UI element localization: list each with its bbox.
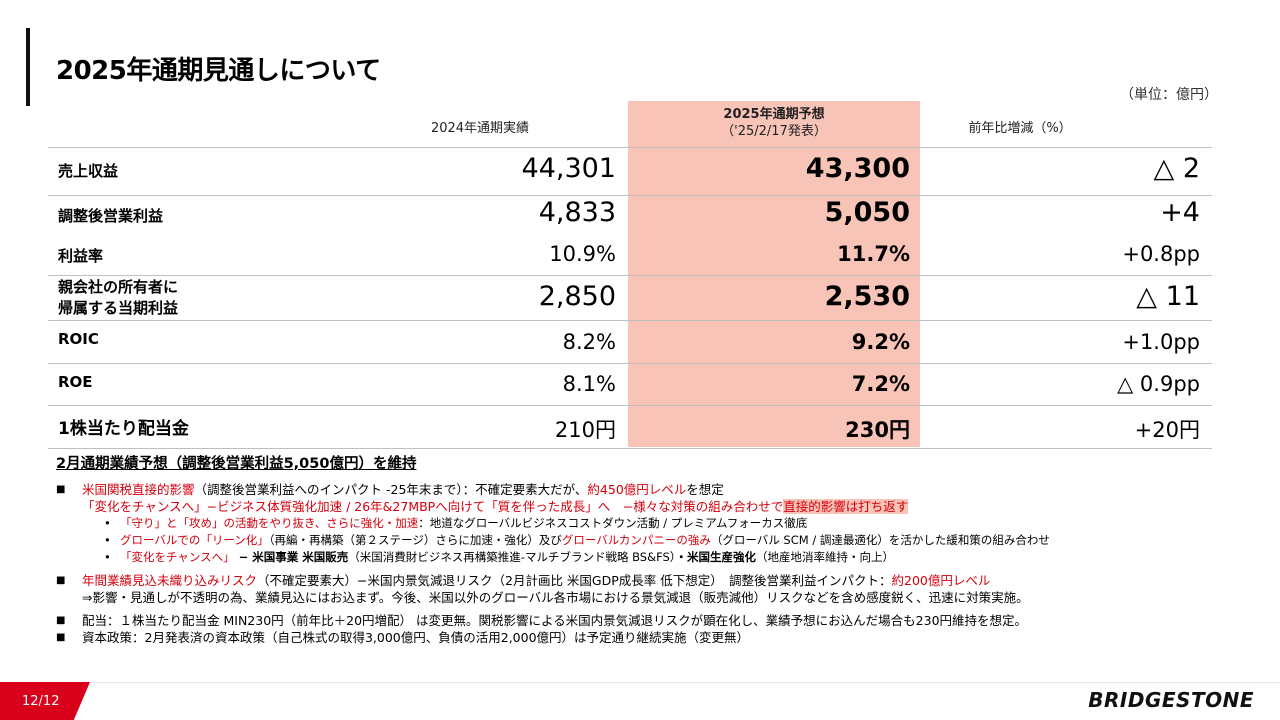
sub2-red2: グローバルカンパニーの強み: [561, 533, 711, 547]
sub1-red: 「守り」と「攻め」の活動をやり抜き、さらに強化・加速: [120, 516, 419, 530]
header-2025-forecast: 2025年通期予想 （'25/2/17発表）: [628, 106, 920, 140]
square-bullet-icon: ■: [56, 484, 66, 495]
note-dividend-text: 配当：１株当たり配当金 MIN230円（前年比＋20円増配） は変更無。関税影響…: [82, 613, 1028, 628]
table-divider: [48, 363, 1212, 364]
roic-2025: 9.2%: [851, 330, 910, 354]
row-label-net-income: 親会社の所有者に 帰属する当期利益: [58, 277, 178, 319]
note-tariff-strategy: 「変化をチャンスへ」−ビジネス体質強化加速 / 26年&27MBPへ向けて「質を…: [56, 498, 1236, 515]
net-income-2024: 2,850: [538, 281, 616, 312]
sub2-text2: （グローバル SCM / 調達最適化）を活かした緩和策の組み合わせ: [710, 533, 1050, 547]
notes-heading: 2月通期業績予想（調整後営業利益5,050億円）を維持: [56, 456, 417, 472]
sub2-text: （再編・再構築（第２ステージ）さらに加速・強化）及び: [268, 533, 562, 547]
row-label-roic: ROIC: [58, 330, 99, 348]
dot-bullet-icon: •: [104, 516, 111, 530]
row-label-net-income-line2: 帰属する当期利益: [58, 299, 179, 317]
note-unincorporated-risk: ■ 年間業績見込未織り込みリスク（不確定要素大）−米国内景気減退リスク（2月計画…: [56, 572, 1236, 589]
note-capital-policy: ■ 資本政策：2月発表済の資本政策（自己株式の取得3,000億円、負債の活用2,…: [56, 629, 1236, 646]
table-divider: [48, 195, 1212, 196]
net-income-change: △ 11: [1136, 281, 1200, 312]
page-title: 2025年通期見通しについて: [56, 56, 381, 86]
row-label-margin: 利益率: [58, 247, 104, 265]
sub2-red: グローバルでの「リーン化」: [120, 533, 269, 547]
note-risk-text: （不確定要素大）−米国内景気減退リスク（2月計画比 米国GDP成長率 低下想定）…: [257, 573, 892, 588]
square-bullet-icon: ■: [56, 575, 66, 586]
roe-2024: 8.1%: [562, 372, 616, 396]
forecast-column-highlight: [628, 101, 920, 447]
note-tariff-impact: ■ 米国関税直接的影響（調整後営業利益へのインパクト -25年末まで）：不確定要…: [56, 481, 1236, 498]
sub-bullet-us-business: • 「変化をチャンスへ」 − 米国事業 米国販売（米国消費財ビジネス再構築推進-…: [56, 549, 1236, 566]
note-strategy-text: 「変化をチャンスへ」−ビジネス体質強化加速 / 26年&27MBPへ向けて「質を…: [82, 499, 784, 514]
page-number: 12/12: [0, 682, 90, 720]
bridgestone-logo: BRIDGESTONE: [1088, 688, 1254, 712]
dot-bullet-icon: •: [104, 533, 111, 547]
note-risk-amount: 約200億円レベル: [891, 573, 991, 588]
header-2025-forecast-sub: （'25/2/17発表）: [721, 124, 827, 139]
note-risk-line2: ⇒影響・見通しが不透明の為、業績見込にはお込まず。今後、米国以外のグローバル各市…: [82, 590, 1029, 605]
header-yoy-change: 前年比増減（%）: [968, 121, 1072, 136]
row-label-roe: ROE: [58, 373, 93, 391]
sub3-text: − 米国事業 米国販売: [234, 550, 349, 564]
roic-2024: 8.2%: [562, 330, 616, 354]
table-divider: [48, 320, 1212, 321]
note-tariff-amount: 約450億円レベル: [587, 482, 687, 497]
revenue-2025: 43,300: [805, 153, 910, 184]
sub3-text2: （米国消費財ビジネス再構築推進-マルチブランド戦略 BS&FS）: [348, 550, 676, 564]
header-2024-actual: 2024年通期実績: [430, 121, 530, 136]
dividend-2025: 230円: [845, 418, 910, 442]
table-divider: [48, 448, 1212, 449]
row-label-revenue: 売上収益: [58, 162, 119, 180]
margin-2025: 11.7%: [837, 242, 910, 266]
margin-2024: 10.9%: [549, 242, 616, 266]
note-tariff-text: （調整後営業利益へのインパクト -25年末まで）：不確定要素大だが、: [194, 482, 588, 497]
sub3-text4: （地産地消率維持・向上）: [756, 550, 895, 564]
note-strategy-highlight: 直接的影響は打ち返す: [783, 499, 909, 514]
dividend-change: +20円: [1134, 418, 1200, 442]
notes-section: 2月通期業績予想（調整後営業利益5,050億円）を維持 ■ 米国関税直接的影響（…: [56, 456, 1236, 646]
table-divider: [48, 275, 1212, 276]
note-dividend: ■ 配当：１株当たり配当金 MIN230円（前年比＋20円増配） は変更無。関税…: [56, 612, 1236, 629]
square-bullet-icon: ■: [56, 615, 66, 626]
note-tariff-text2: を想定: [686, 482, 724, 497]
aop-2024: 4,833: [538, 197, 616, 228]
margin-change: +0.8pp: [1122, 242, 1200, 266]
dividend-2024: 210円: [554, 418, 616, 442]
row-label-dividend: 1株当たり配当金: [58, 419, 189, 439]
row-label-net-income-line1: 親会社の所有者に: [58, 278, 179, 296]
note-capital-text: 資本政策：2月発表済の資本政策（自己株式の取得3,000億円、負債の活用2,00…: [82, 630, 750, 645]
sub1-text: ：地道なグローバルビジネスコストダウン活動 / プレミアムフォーカス徹底: [418, 516, 808, 530]
revenue-change: △ 2: [1153, 153, 1200, 184]
revenue-2024: 44,301: [521, 153, 616, 184]
note-risk-title: 年間業績見込未織り込みリスク: [82, 573, 258, 588]
square-bullet-icon: ■: [56, 632, 66, 643]
roe-2025: 7.2%: [851, 372, 910, 396]
aop-2025: 5,050: [824, 197, 910, 228]
sub-bullet-defense-offense: • 「守り」と「攻め」の活動をやり抜き、さらに強化・加速：地道なグローバルビジネ…: [56, 515, 1236, 532]
header-2025-forecast-main: 2025年通期予想: [723, 107, 825, 122]
roic-change: +1.0pp: [1122, 330, 1200, 354]
footer: 12/12 BRIDGESTONE: [0, 682, 1280, 720]
aop-change: +4: [1160, 197, 1200, 228]
sub-bullet-lean: • グローバルでの「リーン化」（再編・再構築（第２ステージ）さらに加速・強化）及…: [56, 532, 1236, 549]
title-accent-bar: [26, 28, 30, 106]
row-label-adjusted-operating-profit: 調整後営業利益: [58, 207, 164, 225]
sub3-text3: ・米国生産強化: [675, 550, 757, 564]
note-tariff-title: 米国関税直接的影響: [82, 482, 195, 497]
table-divider: [48, 405, 1212, 406]
sub3-red: 「変化をチャンスへ」: [120, 550, 235, 564]
table-divider: [48, 147, 1212, 148]
roe-change: △ 0.9pp: [1117, 372, 1200, 396]
unit-label: （単位：億円）: [1120, 87, 1218, 103]
dot-bullet-icon: •: [104, 550, 111, 564]
net-income-2025: 2,530: [824, 281, 910, 312]
